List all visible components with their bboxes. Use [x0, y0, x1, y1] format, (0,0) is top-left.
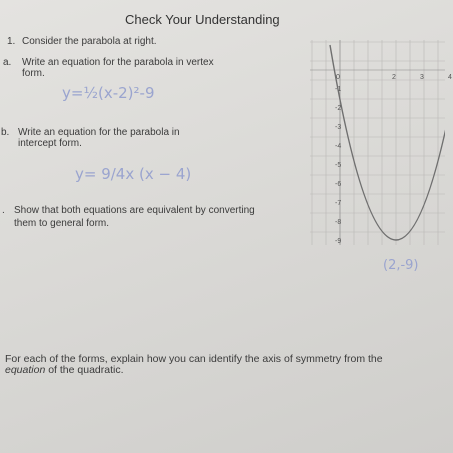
item-text: Show that both equations are equivalent … [14, 205, 255, 216]
y-label: -7 [335, 200, 341, 207]
item-text: intercept form. [18, 138, 82, 149]
item-text: them to general form. [14, 218, 110, 229]
y-label: -4 [335, 143, 341, 150]
y-label: -1 [335, 86, 341, 93]
vertex-label: (2,-9) [383, 258, 419, 273]
footer-line: For each of the forms, explain how you c… [5, 353, 383, 365]
y-label: -9 [335, 238, 341, 245]
x-label: 2 [392, 74, 396, 81]
x-label: 4 [448, 74, 452, 81]
y-label: -8 [335, 219, 341, 226]
item-text: form. [22, 68, 45, 79]
item-text: Write an equation for the parabola in [18, 127, 180, 138]
item-number: 1. [7, 36, 16, 47]
handwritten-answer: y= 9/4x (x − 4) [75, 165, 192, 183]
footer-line: of the quadratic. [45, 364, 124, 376]
y-label: -3 [335, 124, 341, 131]
item-letter: . [2, 205, 5, 216]
footer-text: For each of the forms, explain how you c… [5, 354, 383, 376]
item-text: Consider the parabola at right. [22, 36, 157, 47]
handwritten-answer: y=½(x-2)²-9 [62, 84, 155, 102]
y-label: -6 [335, 181, 341, 188]
item-text: Write an equation for the parabola in ve… [22, 57, 214, 68]
y-label: -2 [335, 105, 341, 112]
footer-italic: equation [5, 364, 46, 376]
x-label: 3 [420, 74, 424, 81]
item-letter: b. [1, 127, 10, 138]
title: Check Your Understanding [125, 12, 280, 27]
y-label: -5 [335, 162, 341, 169]
item-letter: a. [3, 57, 12, 68]
parabola [329, 44, 445, 241]
x-label: 0 [336, 74, 340, 81]
